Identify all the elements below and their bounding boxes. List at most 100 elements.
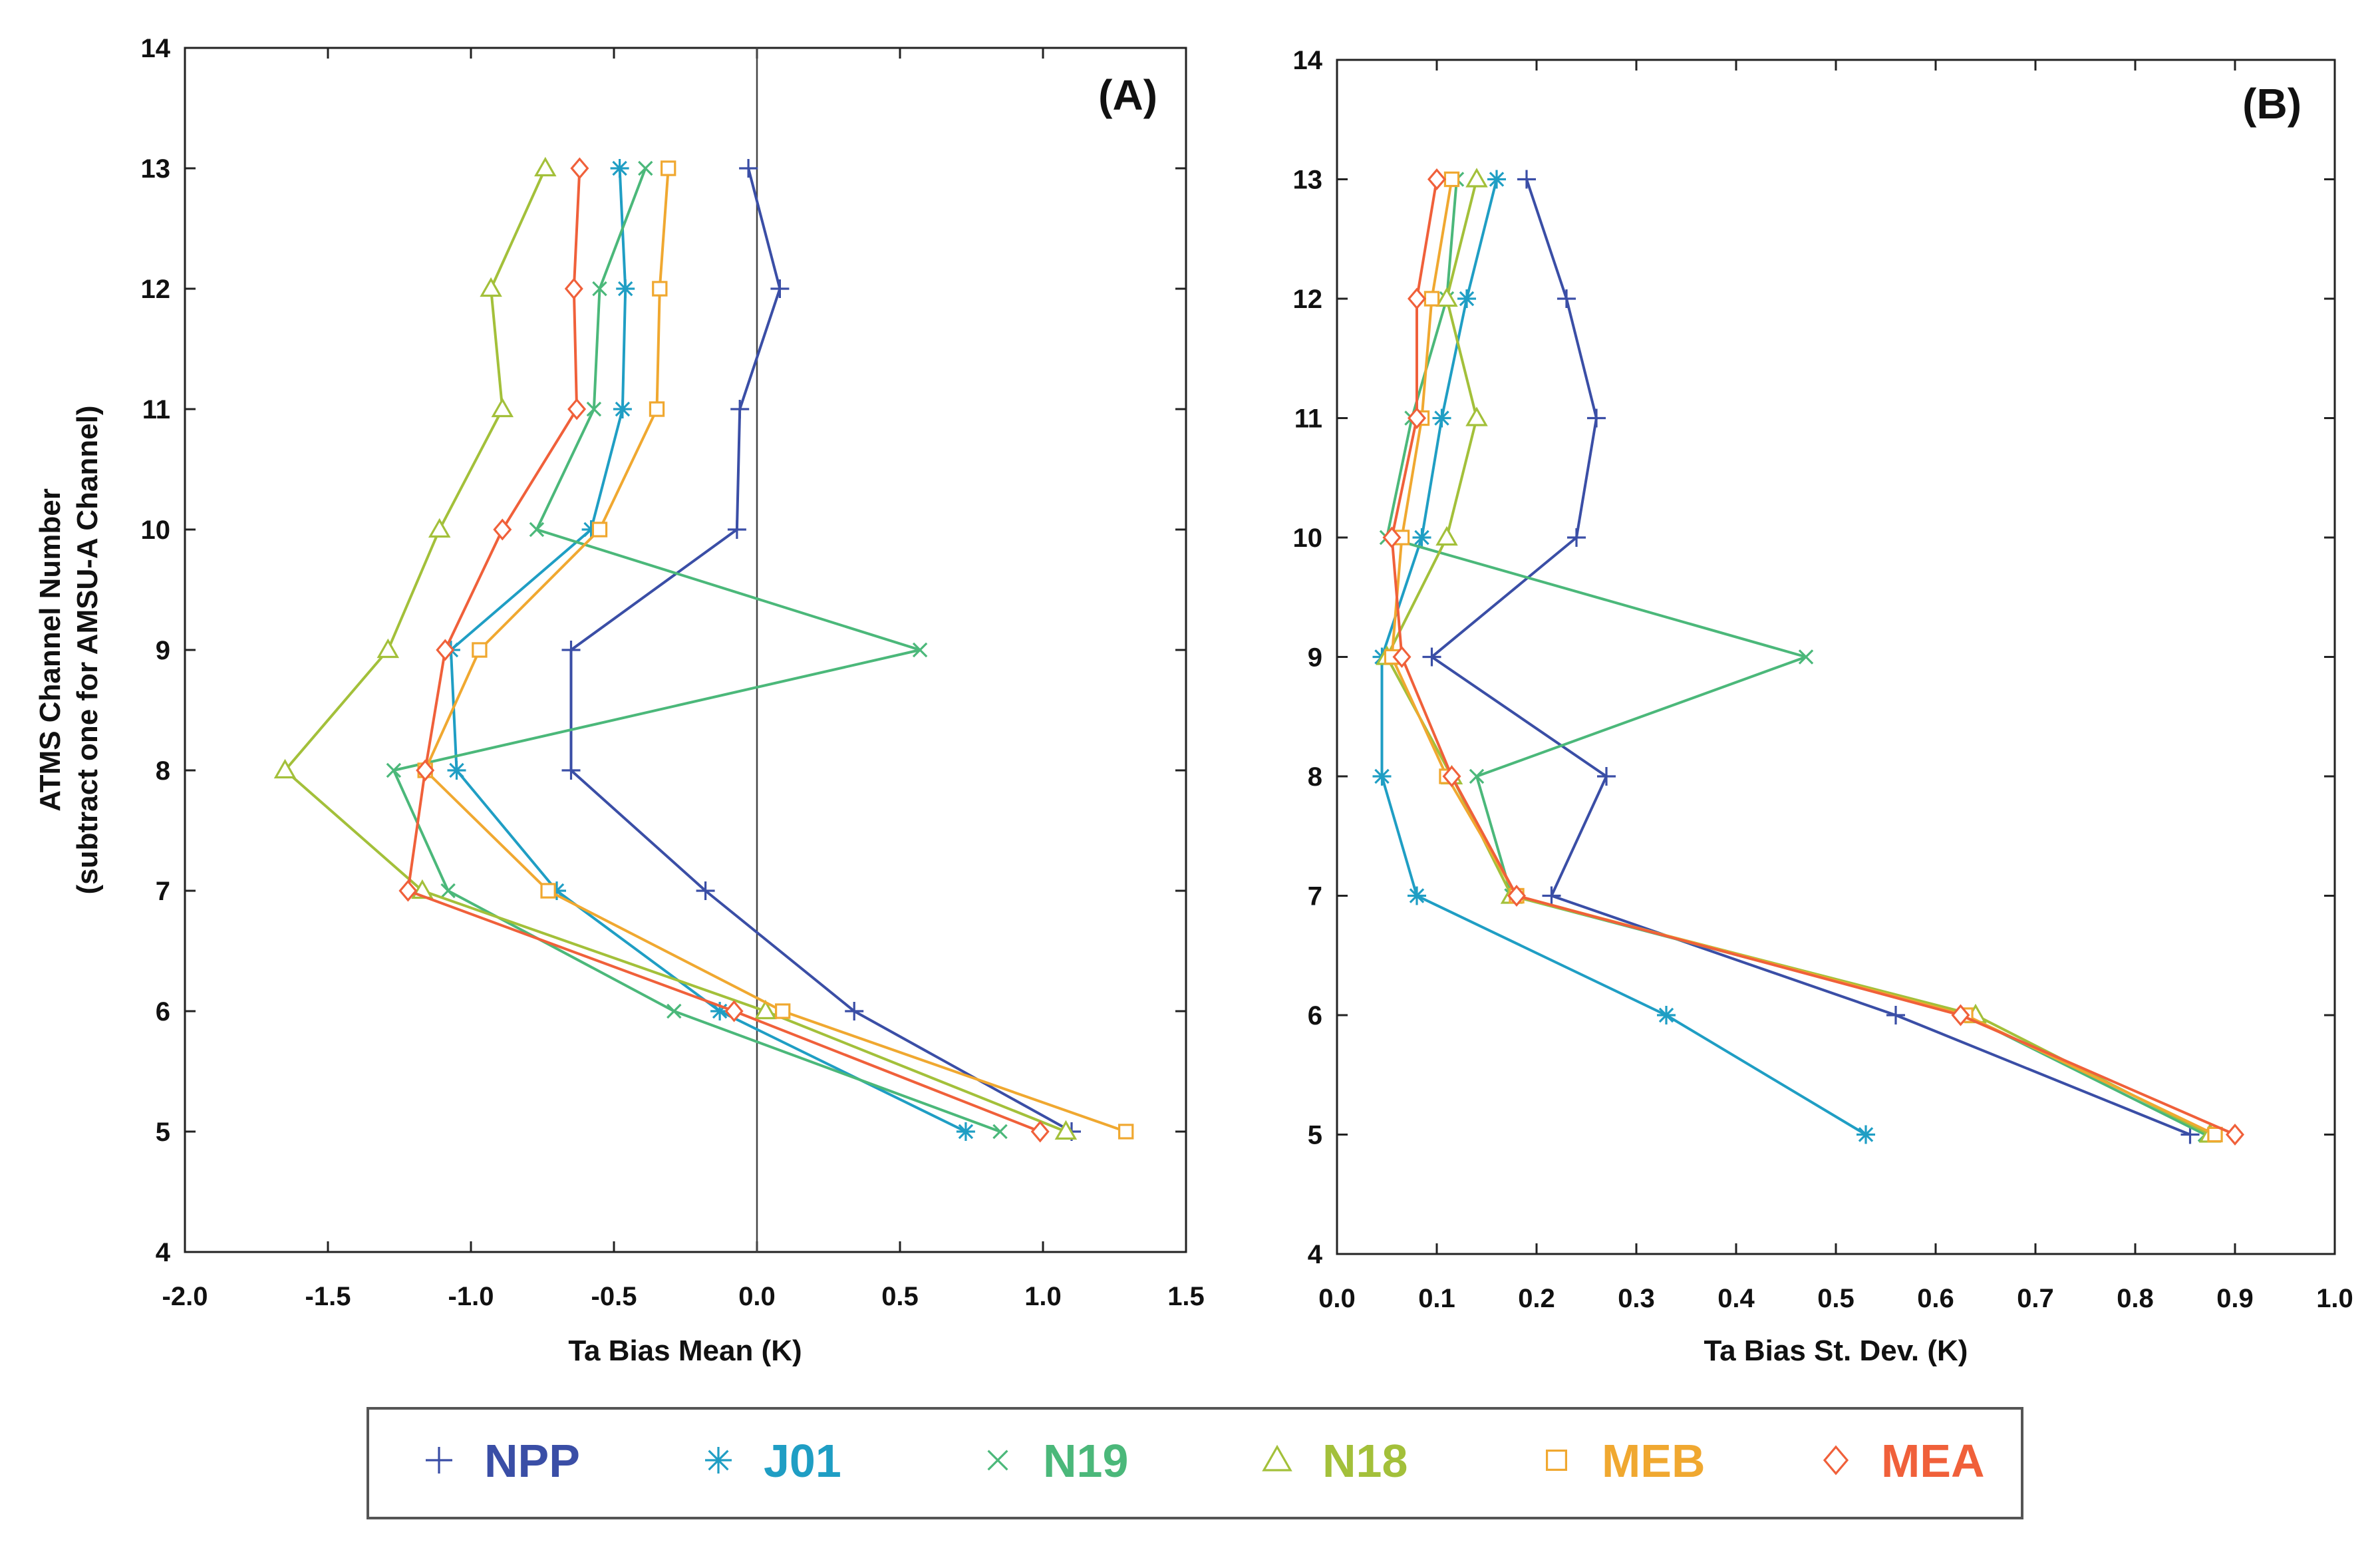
data-point-npp [561,761,581,780]
series-line-n19 [1386,179,2206,1136]
data-point-meb [649,401,665,417]
data-point-meb [1423,291,1440,307]
data-point-mea [1442,765,1461,788]
data-point-n18 [273,758,297,779]
x-tick-label: 0.0 [738,1282,776,1311]
panel-b-series [1372,168,2244,1146]
data-point-mea [1408,407,1426,429]
panel-a: -2.0 -1.5 -1.0 -0.5 0.0 0.5 1.0 1.5 4 5 6 7 8 9 10 11 1… [34,34,1205,1367]
data-point-j01 [1857,1125,1875,1144]
series-line-npp [1430,178,2191,1136]
panel-a-y-label: ATMS Channel Number [34,488,67,812]
data-point-j01 [613,400,632,418]
data-point-mea [567,398,587,420]
data-point-n19 [440,883,456,899]
data-point-n19 [529,522,545,538]
legend-label-n19: N19 [1043,1435,1128,1487]
data-point-meb [2207,1126,2223,1143]
data-point-meb [1118,1124,1134,1140]
legend-label-npp: NPP [484,1435,580,1487]
series-mea [1382,168,2244,1146]
legend-entry-n18: N18 [1262,1435,1408,1487]
x-tick-label: 0.0 [1318,1284,1356,1313]
series-line-j01 [1380,179,1867,1136]
legend-label-mea: MEA [1881,1435,1985,1487]
series-j01 [441,159,975,1141]
data-point-meb [472,642,488,658]
panel-a-y-axis: 4 5 6 7 8 9 10 11 12 13 14 [141,34,1186,1267]
y-tick-label: 4 [1308,1240,1323,1269]
y-tick-label: 12 [141,275,171,304]
x-tick-label: 1.5 [1167,1282,1205,1311]
data-point-n18 [1465,406,1488,426]
y-tick-label: 11 [142,395,170,424]
data-point-j01 [610,159,629,178]
data-point-n19 [1798,649,1814,665]
data-point-n18 [491,397,514,418]
legend-label-meb: MEB [1602,1435,1706,1487]
series-line-mea [1390,179,2236,1136]
series-j01 [1372,170,1875,1144]
data-point-j01 [1657,1006,1676,1024]
series-line-meb [424,168,1127,1133]
data-point-npp [727,520,746,539]
data-point-mea [416,759,435,782]
data-point-mea [1427,168,1446,190]
x-tick-label: 0.8 [2117,1284,2154,1313]
y-tick-label: 7 [156,877,170,906]
series-npp [1422,170,2200,1144]
data-point-n18 [534,156,557,177]
data-point-npp [1597,767,1616,786]
series-line-j01 [449,168,967,1133]
series-n19 [1379,172,2213,1142]
legend-entry-n19: N19 [987,1435,1128,1487]
series-mea [398,157,1050,1143]
data-point-meb [661,160,676,176]
legend-marker-meb [1546,1450,1568,1472]
legend-marker-j01 [705,1447,732,1474]
series-n19 [386,160,1008,1140]
data-point-mea [436,639,455,661]
data-point-meb [775,1003,791,1019]
data-point-n19 [667,1003,682,1019]
y-tick-label: 11 [1294,404,1322,434]
x-tick-label: 0.6 [1917,1284,1954,1313]
data-point-meb [1443,171,1460,188]
data-point-mea [1382,526,1402,549]
panel-a-x-axis: -2.0 -1.5 -1.0 -0.5 0.0 0.5 1.0 1.5 [162,48,1205,1311]
data-point-n18 [1054,1120,1078,1140]
legend-label-j01: J01 [764,1435,841,1487]
panel-a-x-label: Ta Bias Mean (K) [568,1334,802,1367]
x-tick-label: 0.2 [1518,1284,1555,1313]
data-point-n18 [1435,526,1458,546]
data-point-npp [1517,170,1536,189]
data-point-n18 [1435,287,1458,307]
y-tick-label: 5 [156,1118,170,1147]
y-tick-label: 8 [1308,762,1322,792]
y-tick-label: 8 [156,756,170,786]
data-point-mea [493,518,512,541]
data-point-mea [570,157,589,180]
legend-marker-n18 [1262,1444,1292,1472]
legend-marker-mea [1823,1445,1849,1476]
data-point-mea [2226,1124,2244,1146]
panel-a-label: (A) [1098,71,1157,119]
data-point-mea [1408,287,1426,310]
data-point-j01 [1412,528,1431,547]
data-point-mea [1951,1004,1970,1026]
panel-b-label: (B) [2242,80,2302,128]
data-point-n18 [1465,168,1488,188]
data-point-npp [1542,886,1561,905]
x-tick-label: -1.0 [448,1282,494,1311]
panel-b-frame [1336,59,2336,1255]
data-point-meb [652,281,668,297]
x-tick-label: 0.1 [1418,1284,1455,1313]
data-point-meb [540,883,556,899]
data-point-n18 [480,277,502,297]
x-tick-label: 0.5 [881,1282,919,1311]
y-tick-label: 7 [1308,882,1322,911]
data-point-j01 [1487,170,1506,189]
data-point-n18 [376,638,400,659]
data-point-npp [1422,647,1441,667]
data-point-n19 [386,762,402,778]
